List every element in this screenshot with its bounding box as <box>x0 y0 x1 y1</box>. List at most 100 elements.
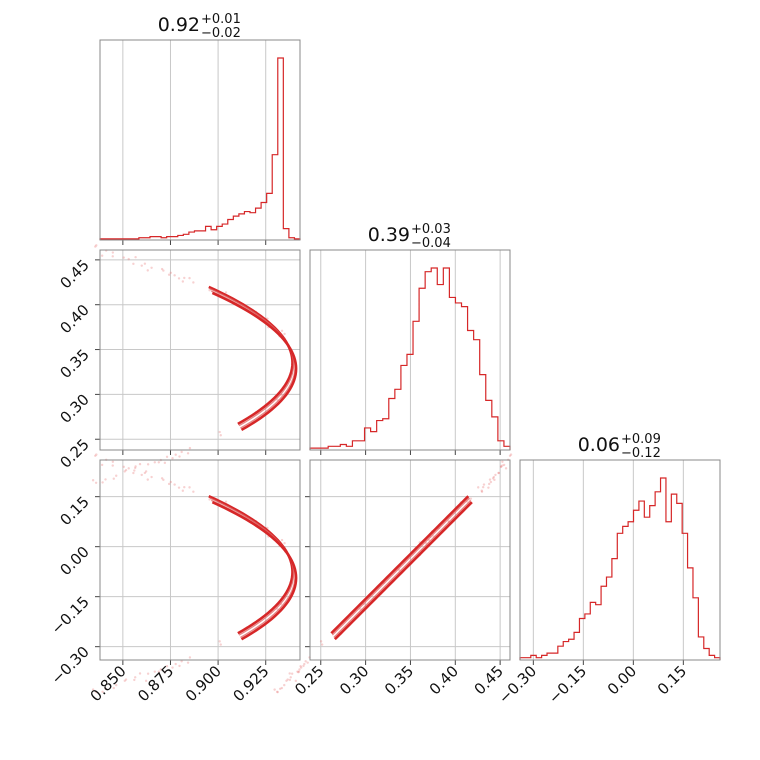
sample-point <box>178 455 181 458</box>
sample-point <box>306 661 309 664</box>
sample-point <box>138 462 142 466</box>
sample-point <box>501 464 504 467</box>
histogram-panel-param-2 <box>519 459 721 665</box>
sample-point <box>224 500 228 503</box>
sample-point <box>173 274 176 277</box>
sample-point <box>192 281 195 284</box>
sample-point <box>157 670 161 673</box>
sample-point <box>319 640 323 643</box>
sample-point <box>171 457 174 460</box>
sample-point <box>186 452 190 455</box>
scatter-panel-param1-vs-param0 <box>91 244 301 484</box>
histogram-panel-param-0 <box>99 39 301 245</box>
median-0: 0.92 <box>158 14 200 36</box>
sample-point <box>183 485 186 489</box>
sample-point <box>278 687 282 691</box>
sample-point <box>122 465 125 469</box>
sample-point <box>219 434 222 437</box>
sample-point <box>95 453 98 456</box>
sample-point <box>100 254 104 257</box>
sample-point <box>111 255 114 258</box>
sample-point <box>186 661 190 664</box>
sample-point <box>91 688 95 691</box>
scatter-panel-param2-vs-param0 <box>91 453 301 694</box>
sample-point <box>188 656 192 659</box>
sample-point <box>192 490 195 493</box>
sample-point <box>165 455 169 459</box>
sample-point <box>134 466 137 470</box>
tick-labels: 0.850 0.875 0.900 0.925 0.25 0.30 0.35 0.40 0.45… <box>48 256 691 707</box>
sample-point <box>157 461 161 464</box>
sample-point <box>160 477 164 480</box>
sample-point <box>132 262 135 266</box>
panel-frame <box>99 39 301 241</box>
sample-point <box>491 477 495 480</box>
sample-point <box>112 477 115 480</box>
sample-point <box>94 454 97 458</box>
sample-point <box>497 471 500 475</box>
histogram-step-line <box>99 57 301 240</box>
sample-point <box>123 679 126 682</box>
sample-point <box>297 671 300 674</box>
sample-point <box>494 473 497 477</box>
sample-point <box>112 686 115 690</box>
title-param-2: 0.06 +0.09 −0.12 <box>578 432 661 461</box>
sample-point <box>153 461 157 464</box>
sample-point <box>224 291 228 294</box>
sample-point <box>218 640 221 643</box>
minus-0: −0.02 <box>201 26 241 41</box>
scatter-panel-param2-vs-param1 <box>273 453 513 694</box>
x-tick-label: 0.25 <box>291 662 327 698</box>
sample-point <box>111 251 115 254</box>
sample-point <box>101 481 104 484</box>
title-param-1: 0.39 +0.03 −0.04 <box>368 222 451 251</box>
median-2: 0.06 <box>578 434 620 456</box>
sample-point <box>283 332 286 336</box>
sample-point <box>180 450 183 454</box>
sample-point <box>162 269 165 272</box>
sample-point <box>133 469 136 472</box>
x-tick-label: 0.40 <box>426 662 462 698</box>
sample-point <box>276 690 279 693</box>
density-contour <box>333 501 473 641</box>
sample-point <box>173 483 176 486</box>
sample-point <box>280 329 284 332</box>
sample-point <box>169 271 173 274</box>
sample-point <box>482 483 486 486</box>
sample-point <box>153 670 157 673</box>
sample-point <box>299 664 302 668</box>
sample-point <box>124 468 128 472</box>
sample-point <box>492 475 496 479</box>
sample-point <box>183 276 186 280</box>
sample-point <box>280 538 284 542</box>
sample-point <box>303 662 306 666</box>
panel-frame <box>309 249 511 451</box>
sample-point <box>94 245 97 248</box>
x-tick-label: 0.925 <box>229 662 272 705</box>
sample-point <box>497 471 500 475</box>
title-param-0: 0.92 +0.01 −0.02 <box>158 12 241 41</box>
sample-point <box>499 465 503 468</box>
minus-1: −0.04 <box>411 236 451 251</box>
sample-point <box>297 670 301 673</box>
sample-point <box>219 643 222 646</box>
sample-point <box>124 678 128 681</box>
sample-point <box>150 266 153 270</box>
sample-point <box>165 664 169 668</box>
histogram-step-line <box>309 267 511 450</box>
x-tick-label: 0.00 <box>604 662 640 698</box>
panel-frame <box>99 459 301 661</box>
density-contour <box>211 291 298 432</box>
sample-point <box>143 262 147 265</box>
sample-point <box>208 289 211 292</box>
x-tick-label: 0.875 <box>134 662 177 705</box>
density-contour <box>330 495 470 635</box>
sample-point <box>294 679 297 683</box>
sample-point <box>101 690 104 693</box>
sample-point <box>508 454 512 458</box>
sample-point <box>188 486 191 489</box>
sample-point <box>174 662 177 666</box>
sample-point <box>299 666 303 669</box>
y-tick-label: 0.00 <box>56 543 92 579</box>
sample-point <box>146 463 150 466</box>
